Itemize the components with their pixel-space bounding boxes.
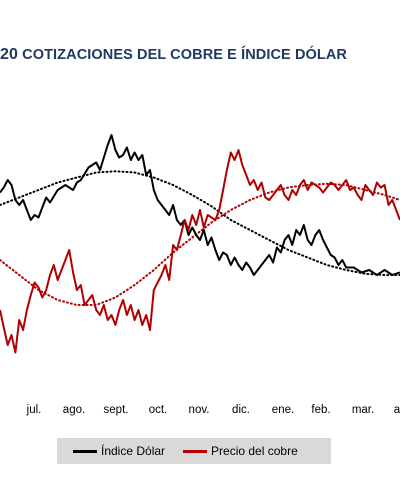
- x-tick-label: jul.: [26, 404, 42, 416]
- series-layer: [0, 134, 400, 354]
- x-tick-label: ene.: [272, 404, 294, 416]
- line-chart: jul. ago. sept. oct. nov. dic. ene. feb. mar. a: [0, 134, 400, 416]
- legend-item-precio-cobre: Precio del cobre: [183, 444, 298, 458]
- x-tick-label: mar.: [352, 404, 374, 416]
- trend-line-2: [0, 170, 400, 276]
- series-line-1: [0, 149, 400, 354]
- x-axis-labels: jul. ago. sept. oct. nov. dic. ene. feb. mar. a: [26, 404, 400, 416]
- legend-label: Índice Dólar: [101, 444, 166, 458]
- x-tick-label: feb.: [311, 404, 330, 416]
- x-tick-label: a: [394, 404, 400, 416]
- chart-title-text: COTIZACIONES DEL COBRE E ÍNDICE DÓLAR: [18, 47, 347, 63]
- chart-number: 20: [0, 46, 18, 63]
- trend-line-3: [0, 182, 400, 306]
- chart-title: 20 COTIZACIONES DEL COBRE E ÍNDICE DÓLAR: [0, 46, 400, 64]
- x-tick-label: nov.: [189, 404, 210, 416]
- x-tick-label: dic.: [232, 404, 250, 416]
- x-tick-label: oct.: [149, 404, 168, 416]
- series-line-0: [0, 134, 400, 276]
- legend-swatch-black: [73, 449, 97, 453]
- legend-label: Precio del cobre: [211, 444, 298, 458]
- x-tick-label: ago.: [63, 404, 85, 416]
- legend: Índice Dólar Precio del cobre: [57, 438, 331, 464]
- x-tick-label: sept.: [104, 404, 129, 416]
- legend-swatch-red: [183, 449, 208, 453]
- legend-item-indice-dolar: Índice Dólar: [73, 444, 165, 458]
